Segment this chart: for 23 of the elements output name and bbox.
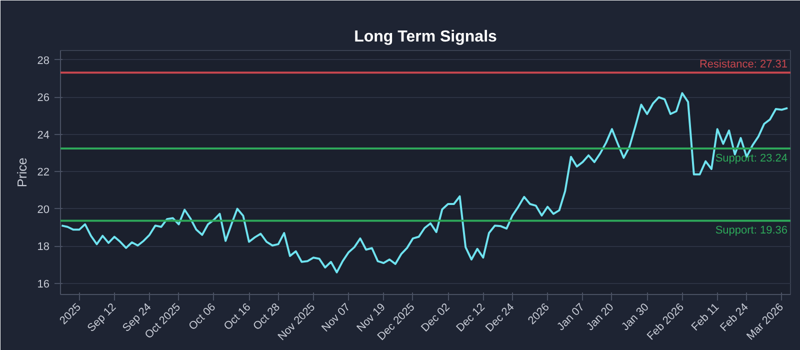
chart-title: Long Term Signals (354, 28, 498, 46)
x-tick-label: Dec 02 (419, 301, 452, 334)
line-series (60, 92, 789, 274)
x-tick-label: Sep 12 (85, 301, 119, 334)
y-tick-label: 24 (37, 129, 50, 142)
y-axis-title: Price (14, 158, 30, 188)
x-tick-label: Oct 06 (186, 301, 218, 333)
x-tick-label: Dec 24 (484, 301, 517, 334)
x-tick-label: Oct 16 (222, 301, 254, 333)
ref-line-label: Support: 19.36 (715, 224, 788, 237)
x-tick-label: Feb 24 (718, 301, 751, 334)
x-tick-label: Jan 20 (584, 301, 616, 334)
x-tick-label: Jan 07 (555, 301, 587, 334)
y-tick-label: 18 (37, 241, 50, 254)
y-tick-label: 20 (37, 204, 50, 216)
y-tick-label: 26 (37, 92, 50, 104)
y-tick-label: 16 (37, 278, 50, 290)
y-tick-label: 22 (37, 166, 50, 179)
x-tick-label: Nov 07 (320, 301, 353, 334)
ref-line-label: Resistance: 27.31 (699, 58, 788, 71)
x-tick-label: Jan 30 (619, 301, 652, 334)
ref-line-label: Support: 23.24 (715, 152, 788, 164)
y-tick-label: 28 (37, 54, 50, 67)
